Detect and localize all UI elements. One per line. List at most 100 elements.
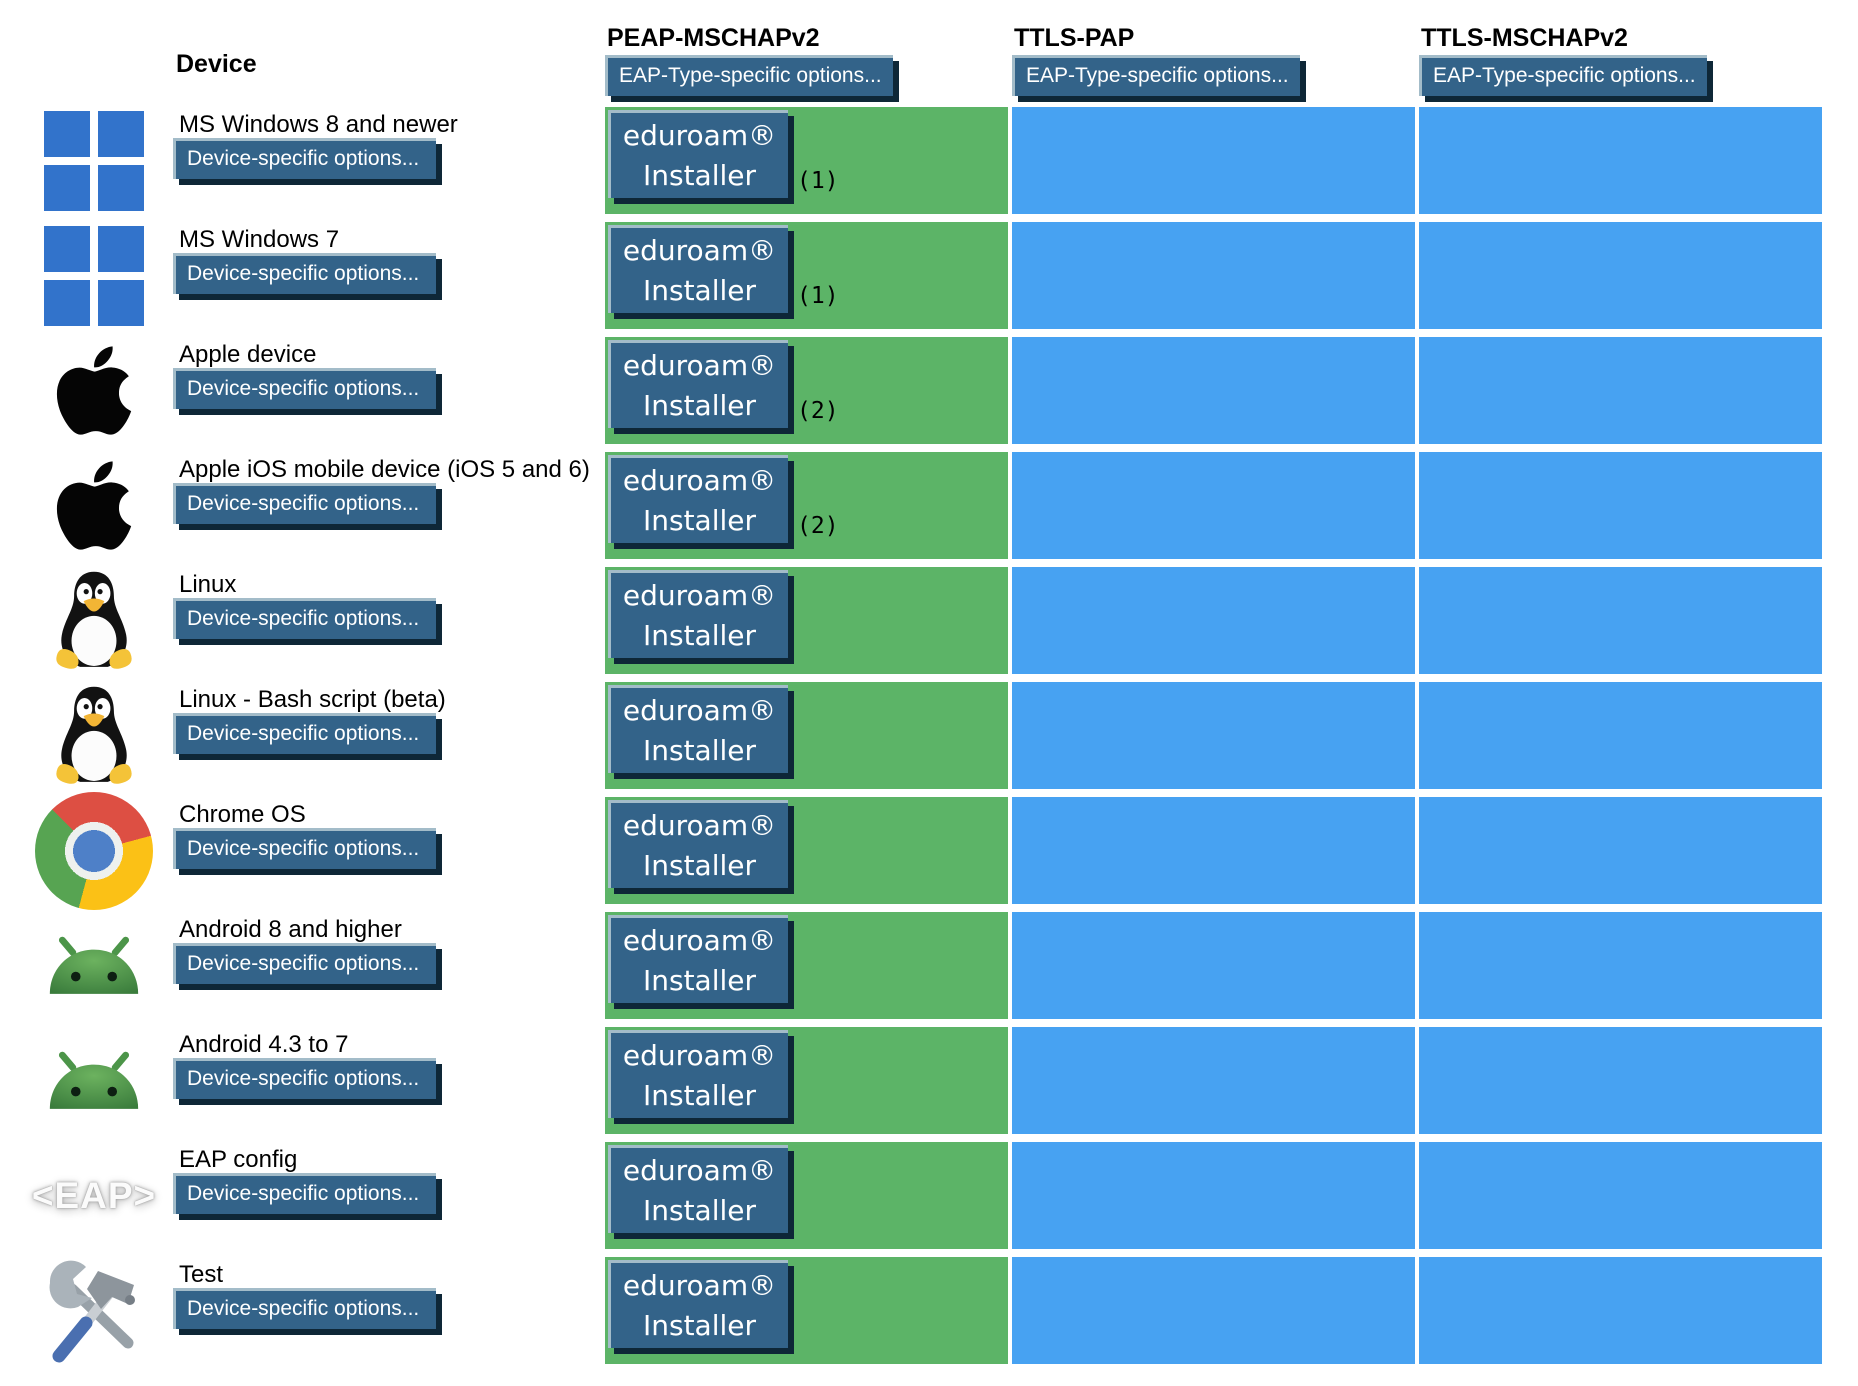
cell-peap-mschapv2: eduroam® Installer [605,1257,1008,1364]
installer-line1: eduroam® [622,693,777,727]
device-cell: EAP config Device-specific options... [173,1142,613,1249]
device-row: Android 4.3 to 7 Device-specific options… [0,1027,1858,1134]
device-options-button[interactable]: Device-specific options... [173,828,436,869]
cell-ttls-mschapv2 [1419,1257,1822,1364]
installer-footnote: (1) [797,283,839,309]
cell-peap-mschapv2: eduroam® Installer [605,682,1008,789]
eap-config-icon: <EAP> [32,1142,155,1249]
tux-linux-icon [33,567,155,674]
android-logo-icon [33,912,155,1019]
eap-options-button-peap-mschapv2[interactable]: EAP-Type-specific options... [605,55,893,96]
device-options-button[interactable]: Device-specific options... [173,253,436,294]
installer-line2: Installer [642,1193,757,1227]
installer-line1: eduroam® [622,348,777,382]
device-row: Chrome OS Device-specific options... edu… [0,791,1858,910]
eduroam-installer-button[interactable]: eduroam® Installer [608,110,788,198]
device-cell: MS Windows 8 and newer Device-specific o… [173,107,613,214]
apple-logo-icon [33,452,155,559]
cell-ttls-mschapv2 [1419,912,1822,1019]
device-options-button[interactable]: Device-specific options... [173,598,436,639]
device-rows: MS Windows 8 and newer Device-specific o… [0,107,1858,1372]
cell-ttls-pap [1012,452,1415,559]
installer-line2: Installer [642,963,757,997]
device-row: Android 8 and higher Device-specific opt… [0,912,1858,1019]
eduroam-installer-button[interactable]: eduroam® Installer [608,570,788,658]
cell-ttls-mschapv2 [1419,567,1822,674]
device-options-button[interactable]: Device-specific options... [173,1058,436,1099]
device-row: Linux Device-specific options... eduroam… [0,567,1858,674]
device-options-button[interactable]: Device-specific options... [173,368,436,409]
cell-ttls-pap [1012,1027,1415,1134]
cell-ttls-pap [1012,797,1415,904]
cell-ttls-pap [1012,567,1415,674]
cell-peap-mschapv2: eduroam® Installer [605,912,1008,1019]
installer-line1: eduroam® [622,118,777,152]
device-options-button[interactable]: Device-specific options... [173,713,436,754]
device-name: Linux - Bash script (beta) [179,686,446,713]
column-header-ttls-mschapv2: TTLS-MSCHAPv2 [1421,24,1628,52]
cell-peap-mschapv2: eduroam® Installer (2) [605,452,1008,559]
device-name: Test [179,1261,224,1288]
eap-options-button-ttls-mschapv2[interactable]: EAP-Type-specific options... [1419,55,1707,96]
installer-line1: eduroam® [622,808,777,842]
installer-line2: Installer [642,273,757,307]
device-options-button[interactable]: Device-specific options... [173,138,436,179]
device-row: <EAP> EAP config Device-specific options… [0,1142,1858,1249]
eduroam-installer-button[interactable]: eduroam® Installer [608,1030,788,1118]
eap-options-button-ttls-pap[interactable]: EAP-Type-specific options... [1012,55,1300,96]
device-name: Chrome OS [179,801,306,828]
installer-line2: Installer [642,1078,757,1112]
device-name: Apple device [179,341,317,368]
cell-ttls-mschapv2 [1419,682,1822,789]
cell-ttls-mschapv2 [1419,1142,1822,1249]
test-tools-icon [33,1257,155,1364]
eduroam-installer-button[interactable]: eduroam® Installer [608,800,788,888]
device-cell: Android 8 and higher Device-specific opt… [173,912,613,1019]
device-cell: Apple iOS mobile device (iOS 5 and 6) De… [173,452,613,559]
installer-line2: Installer [642,1308,757,1342]
cell-ttls-pap [1012,912,1415,1019]
device-options-button[interactable]: Device-specific options... [173,1173,436,1214]
cell-peap-mschapv2: eduroam® Installer (2) [605,337,1008,444]
device-cell: Linux Device-specific options... [173,567,613,674]
cell-peap-mschapv2: eduroam® Installer [605,567,1008,674]
cell-ttls-pap [1012,1142,1415,1249]
eduroam-installer-button[interactable]: eduroam® Installer [608,455,788,543]
installer-line1: eduroam® [622,578,777,612]
eduroam-installer-button[interactable]: eduroam® Installer [608,1145,788,1233]
device-row: MS Windows 7 Device-specific options... … [0,222,1858,329]
column-header-peap-mschapv2: PEAP-MSCHAPv2 [607,24,820,52]
device-cell: Android 4.3 to 7 Device-specific options… [173,1027,613,1134]
installer-footnote: (1) [797,168,839,194]
device-name: Linux [179,571,237,598]
installer-line1: eduroam® [622,923,777,957]
device-options-button[interactable]: Device-specific options... [173,483,436,524]
column-header-ttls-pap: TTLS-PAP [1014,24,1135,52]
cell-ttls-pap [1012,222,1415,329]
device-options-button[interactable]: Device-specific options... [173,1288,436,1329]
device-cell: Chrome OS Device-specific options... [173,797,613,904]
installer-footnote: (2) [797,513,839,539]
installer-line2: Installer [642,618,757,652]
eduroam-installer-button[interactable]: eduroam® Installer [608,685,788,773]
eduroam-installer-button[interactable]: eduroam® Installer [608,340,788,428]
installer-line1: eduroam® [622,233,777,267]
device-row: Test Device-specific options... eduroam®… [0,1257,1858,1364]
device-row: Linux - Bash script (beta) Device-specif… [0,682,1858,789]
cell-peap-mschapv2: eduroam® Installer [605,1142,1008,1249]
device-row: MS Windows 8 and newer Device-specific o… [0,107,1858,214]
cell-peap-mschapv2: eduroam® Installer (1) [605,222,1008,329]
device-name: MS Windows 8 and newer [179,111,458,138]
eduroam-installer-button[interactable]: eduroam® Installer [608,225,788,313]
cell-ttls-pap [1012,337,1415,444]
device-options-button[interactable]: Device-specific options... [173,943,436,984]
cell-ttls-mschapv2 [1419,222,1822,329]
installer-line1: eduroam® [622,1153,777,1187]
installer-line2: Installer [642,848,757,882]
eduroam-installer-button[interactable]: eduroam® Installer [608,1260,788,1348]
cell-ttls-mschapv2 [1419,797,1822,904]
tux-linux-icon [33,682,155,789]
chrome-logo-icon [33,791,155,910]
eduroam-installer-button[interactable]: eduroam® Installer [608,915,788,1003]
